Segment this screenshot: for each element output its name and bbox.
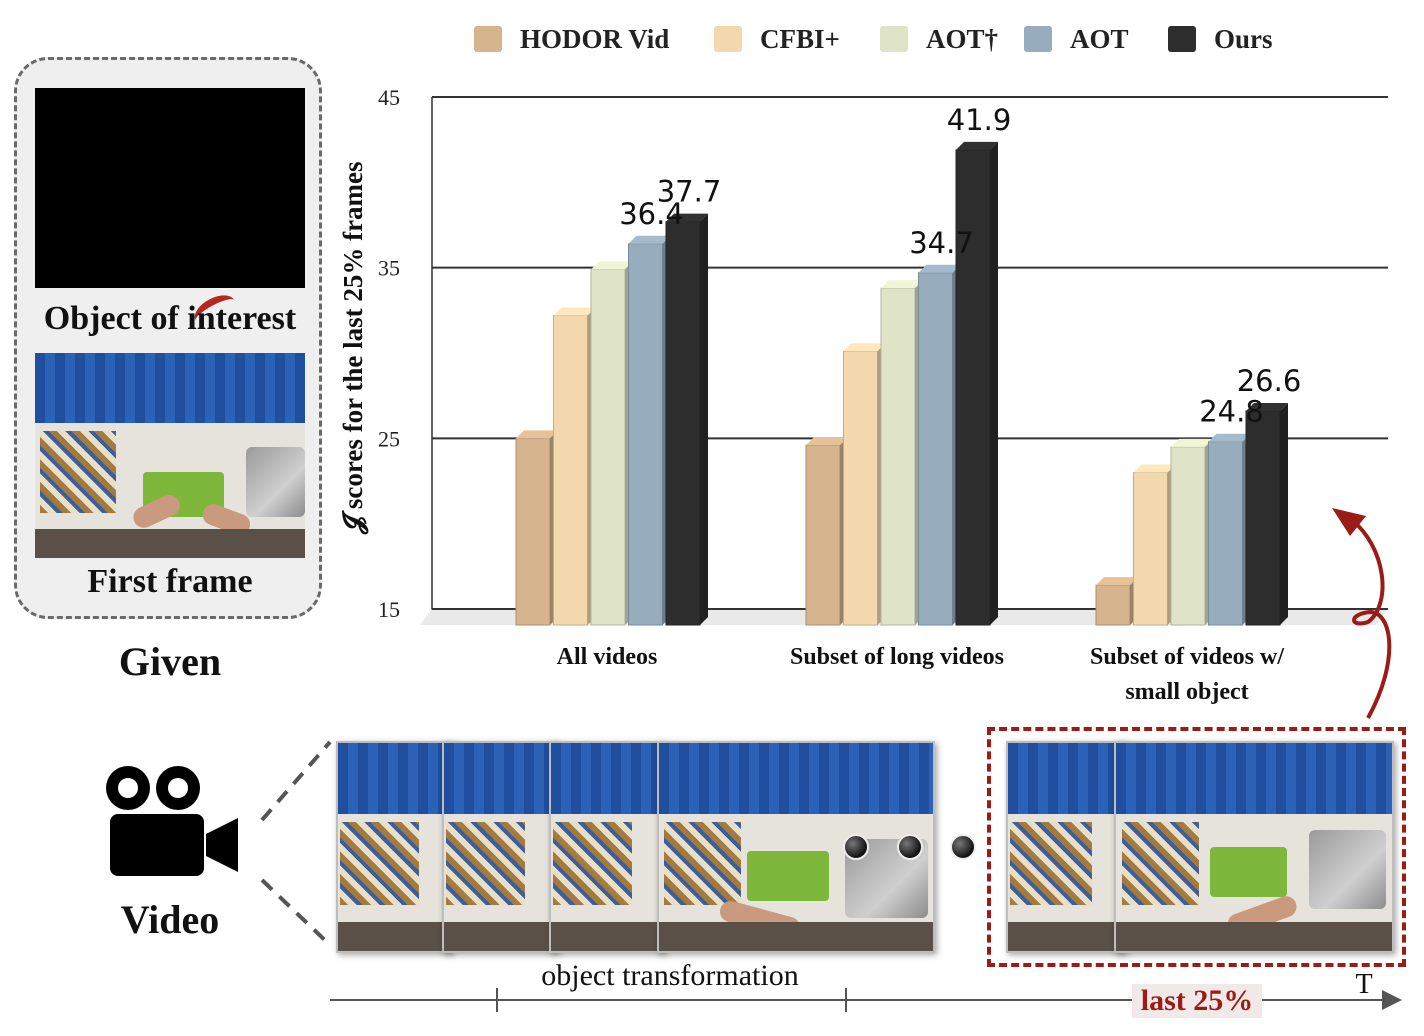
- y-tick-label-2: 35: [378, 256, 400, 281]
- video-frame-3: [549, 741, 665, 953]
- video-frame-5: [1006, 741, 1126, 953]
- category-label-2-0: Subset of videos w/: [1090, 644, 1284, 670]
- legend-label-4: Ours: [1214, 24, 1273, 54]
- last-percent-label: last 25%: [1141, 984, 1254, 1017]
- bar-1-2: [880, 280, 923, 626]
- zoom-line-top: [260, 740, 332, 822]
- data-label-2-4: 26.6: [1237, 364, 1302, 398]
- bar-1-4: [955, 141, 998, 626]
- curved-arrow-icon: [1350, 518, 1392, 719]
- last-label-bg: [1132, 984, 1262, 1018]
- first-frame-image: [35, 353, 305, 558]
- y-tick-label-0: 15: [378, 597, 400, 622]
- time-label: T: [1355, 969, 1372, 1000]
- y-tick-label-1: 25: [378, 426, 400, 451]
- zoom-line-bottom: [260, 878, 332, 947]
- bar-0-1: [553, 307, 596, 626]
- object-of-interest-label: Object of interest: [43, 300, 297, 337]
- ellipsis-dot-1: [843, 834, 869, 860]
- object-transformation-label: object transformation: [541, 959, 798, 992]
- video-frame-4: [657, 741, 935, 953]
- category-label-2-1: small object: [1125, 679, 1248, 705]
- object-mask-image: [35, 88, 305, 332]
- bar-2-2: [1170, 438, 1213, 626]
- video-frame-1: [336, 741, 452, 953]
- bar-2-0: [1095, 577, 1138, 626]
- data-label-0-4: 37.7: [657, 175, 722, 209]
- video-frame-6: [1114, 741, 1394, 953]
- legend-swatch-4: [1168, 26, 1196, 52]
- bar-2-4: [1245, 403, 1288, 626]
- last-quarter-box: [987, 727, 1406, 967]
- ellipsis-dot-3: [950, 834, 976, 860]
- legend-label-3: AOT: [1070, 24, 1129, 54]
- chart-legend: HODOR Vid CFBI+ AOT† AOT Ours: [474, 24, 1273, 54]
- legend-label-2: AOT†: [926, 24, 998, 54]
- legend-swatch-0: [474, 26, 502, 52]
- data-label-0-3: 36.4: [619, 197, 684, 231]
- chart-bars: [515, 141, 1288, 626]
- data-label-1-4: 41.9: [947, 103, 1012, 137]
- bar-0-0: [515, 430, 558, 626]
- bar-0-4: [665, 213, 708, 626]
- chart-data-labels: 36.437.7 34.7 41.9 24.826.6: [619, 103, 1301, 429]
- chart-categories: All videos Subset of long videos Subset of…: [557, 644, 1285, 705]
- y-axis-label: 𝓙 scores for the last 25% frames: [338, 161, 369, 534]
- bar-0-2: [590, 261, 633, 626]
- video-caption: Video: [120, 897, 220, 942]
- category-label-0-0: All videos: [557, 644, 658, 670]
- legend-swatch-3: [1024, 26, 1052, 52]
- y-tick-label-3: 45: [378, 85, 400, 110]
- bar-2-3: [1208, 433, 1251, 626]
- bar-2-1: [1133, 464, 1176, 626]
- category-label-1-0: Subset of long videos: [790, 644, 1004, 670]
- legend-swatch-2: [880, 26, 908, 52]
- video-camera-icon: [104, 762, 244, 885]
- given-caption: Given: [118, 639, 222, 684]
- bar-0-3: [628, 235, 671, 626]
- legend-label-0: HODOR Vid: [520, 24, 669, 54]
- data-label-1-3: 34.7: [909, 226, 974, 260]
- bar-1-3: [918, 264, 961, 626]
- bar-1-1: [843, 343, 886, 626]
- curved-arrow-head: [1332, 508, 1366, 536]
- ellipsis-dot-2: [897, 834, 923, 860]
- bar-1-0: [805, 437, 848, 626]
- data-label-2-3: 24.8: [1199, 395, 1264, 429]
- legend-swatch-1: [714, 26, 742, 52]
- first-frame-label: First frame: [87, 563, 253, 600]
- legend-label-1: CFBI+: [760, 24, 840, 54]
